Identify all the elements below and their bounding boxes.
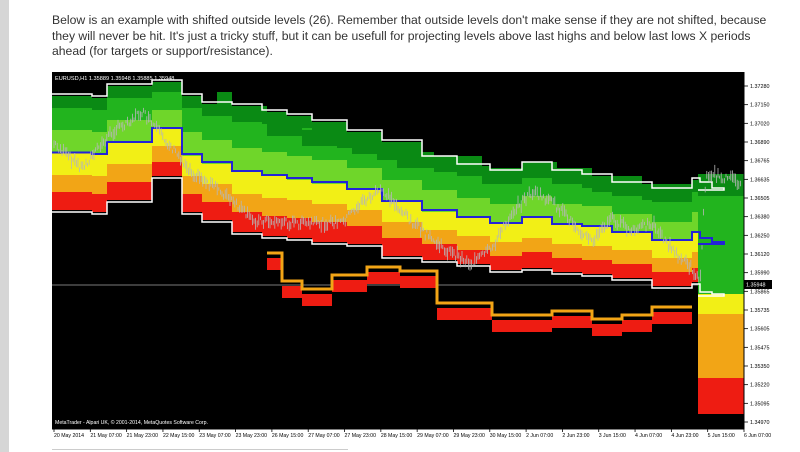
time-axis-label: 21 May 23:00 bbox=[127, 433, 159, 439]
price-axis-label: 1.35095 bbox=[750, 401, 770, 407]
time-axis-label: 30 May 15:00 bbox=[490, 433, 522, 439]
price-axis-label: 1.37280 bbox=[750, 84, 770, 90]
shifted-outer-upper-band bbox=[217, 92, 692, 200]
chart-area: 1.37280 1.37150 1.37020 1.36890 1.36765 1.366… bbox=[52, 72, 772, 442]
level-red-band bbox=[52, 162, 744, 294]
price-axis-label: 1.35350 bbox=[750, 364, 770, 370]
level-light-green-band bbox=[52, 110, 744, 244]
time-axis-background bbox=[52, 429, 772, 442]
left-sidebar-strip bbox=[0, 0, 9, 452]
chart-canvas: 1.37280 1.37150 1.37020 1.36890 1.36765 1.366… bbox=[52, 72, 772, 442]
price-axis-background bbox=[744, 72, 772, 442]
price-axis-label: 1.35865 bbox=[750, 289, 770, 295]
price-axis-label: 1.37150 bbox=[750, 103, 770, 109]
right-segment-red bbox=[698, 378, 744, 414]
time-axis-label: 2 Jun 23:00 bbox=[562, 433, 589, 439]
time-axis-label: 27 May 07:00 bbox=[308, 433, 340, 439]
time-axis-label: 4 Jun 23:00 bbox=[671, 433, 698, 439]
right-segment-green bbox=[698, 196, 744, 244]
copyright-text: MetaTrader - Alpari UK, © 2001-2014, Met… bbox=[55, 419, 208, 426]
price-axis-label: 1.35220 bbox=[750, 383, 770, 389]
time-axis-label: 23 May 07:00 bbox=[199, 433, 231, 439]
price-axis-label: 1.36890 bbox=[750, 140, 770, 146]
right-segment-orange bbox=[698, 314, 744, 350]
level-orange-band bbox=[52, 146, 744, 278]
price-axis-label: 1.36505 bbox=[750, 196, 770, 202]
price-axis-label: 1.35605 bbox=[750, 327, 770, 333]
price-axis-label: 1.35475 bbox=[750, 345, 770, 351]
shifted-outer-lower-band bbox=[267, 258, 692, 336]
time-axis-label: 26 May 15:00 bbox=[272, 433, 304, 439]
post-paragraph: Below is an example with shifted outside… bbox=[52, 13, 767, 59]
current-price-marker bbox=[744, 280, 772, 289]
right-segment-yellow bbox=[698, 294, 744, 314]
price-axis-label: 1.34970 bbox=[750, 420, 770, 426]
chart-screenshot: 1.37280 1.37150 1.37020 1.36890 1.36765 1.366… bbox=[52, 72, 772, 442]
midline bbox=[52, 127, 725, 245]
price-axis-label: 1.37020 bbox=[750, 121, 770, 127]
time-axis-label: 23 May 23:00 bbox=[236, 433, 268, 439]
upper-outer-line bbox=[52, 79, 725, 191]
shifted-outer-lower-edge bbox=[267, 251, 692, 321]
post-divider bbox=[52, 449, 348, 450]
price-axis-label: 1.36635 bbox=[750, 177, 770, 183]
time-axis-label: 27 May 23:00 bbox=[345, 433, 377, 439]
time-axis-label: 29 May 07:00 bbox=[417, 433, 449, 439]
time-axis-label: 29 May 23:00 bbox=[453, 433, 485, 439]
time-axis-label: 6 Jun 07:00 bbox=[744, 433, 771, 439]
price-axis-label: 1.35735 bbox=[750, 308, 770, 314]
time-axis-label: 3 Jun 15:00 bbox=[599, 433, 626, 439]
price-axis-label: 1.36120 bbox=[750, 252, 770, 258]
symbol-header: EURUSD,H1 1.35889 1.35948 1.35885 1.3594… bbox=[55, 76, 174, 82]
right-segment-green-2 bbox=[698, 244, 744, 294]
current-price-label: 1.35948 bbox=[746, 283, 766, 289]
time-axis-label: 22 May 15:00 bbox=[163, 433, 195, 439]
level-yellow-band bbox=[52, 128, 744, 264]
lower-outer-line bbox=[52, 177, 725, 297]
time-axis-label: 4 Jun 07:00 bbox=[635, 433, 662, 439]
price-axis-label: 1.36380 bbox=[750, 215, 770, 221]
time-axis-label: 2 Jun 07:00 bbox=[526, 433, 553, 439]
time-axis-label: 21 May 07:00 bbox=[90, 433, 122, 439]
time-axis-label: 28 May 15:00 bbox=[381, 433, 413, 439]
price-axis-label: 1.36765 bbox=[750, 159, 770, 165]
time-axis-label: 20 May 2014 bbox=[54, 433, 84, 439]
price-axis-label: 1.36250 bbox=[750, 233, 770, 239]
post-body: Below is an example with shifted outside… bbox=[52, 13, 768, 60]
time-axis-label: 5 Jun 15:00 bbox=[708, 433, 735, 439]
right-segment-orange-2 bbox=[698, 350, 744, 378]
price-axis-label: 1.35990 bbox=[750, 271, 770, 277]
